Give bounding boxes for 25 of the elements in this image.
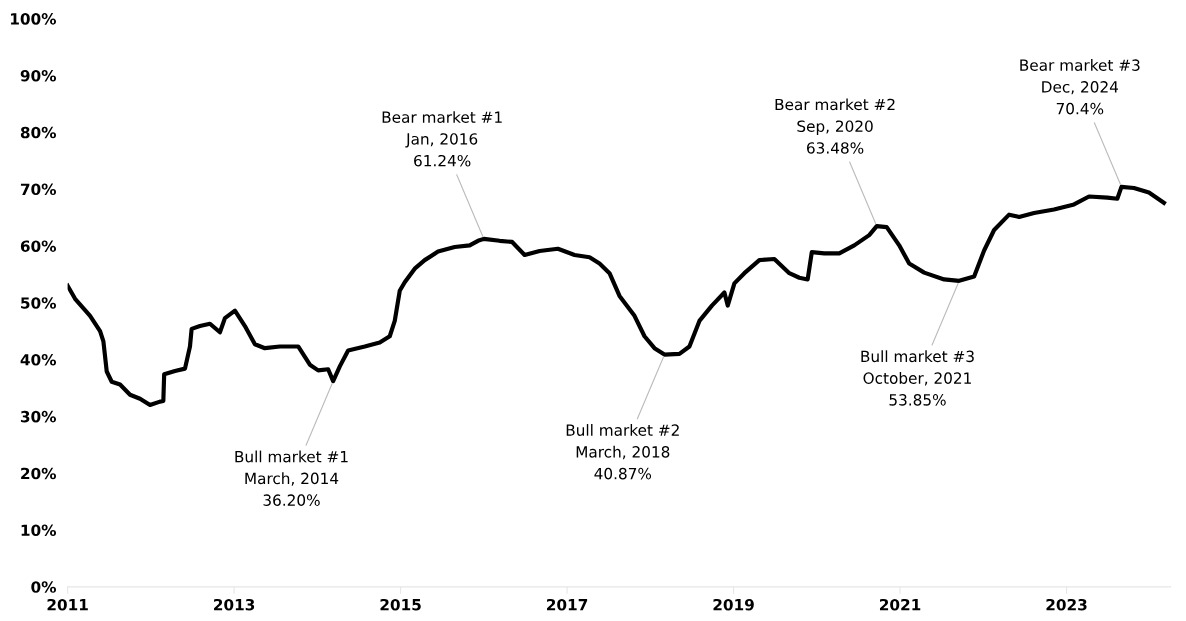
y-tick-label: 60%: [20, 240, 56, 252]
y-tick-label: 50%: [21, 297, 56, 309]
y-tick-label: 0%: [31, 581, 56, 593]
x-tick-label: 2011: [47, 598, 88, 611]
y-tick-label: 10%: [21, 524, 56, 537]
annotation: Bull market #3 October, 2021 53.85%: [861, 350, 974, 406]
x-tick-label: 2021: [879, 598, 921, 611]
y-tick-label: 30%: [20, 410, 56, 423]
x-tick-label: 2015: [380, 598, 421, 611]
y-tick-label: 80%: [20, 126, 56, 139]
y-tick-label: 40%: [20, 354, 56, 366]
x-tick-label: 2023: [1046, 598, 1087, 611]
annotation: Bull market #1 March, 2014 36.20%: [235, 450, 348, 506]
x-tick-label: 2017: [547, 598, 588, 611]
annotation: Bull market #2 March, 2018 40.87%: [566, 424, 679, 480]
y-tick-label: 20%: [21, 467, 56, 480]
annotation: Bear market #3 Dec, 2024 70.4%: [1020, 59, 1140, 115]
annotation: Bear market #2 Sep, 2020 63.48%: [775, 98, 895, 154]
y-tick-label: 70%: [20, 183, 56, 196]
y-tick-label: 100%: [11, 13, 56, 25]
y-tick-label: 90%: [20, 69, 56, 82]
annotation: Bear market #1 Jan, 2016 61.24%: [382, 111, 502, 167]
line-series: [67, 184, 1167, 408]
x-tick-label: 2019: [713, 598, 754, 611]
x-tick-label: 2013: [214, 598, 255, 611]
